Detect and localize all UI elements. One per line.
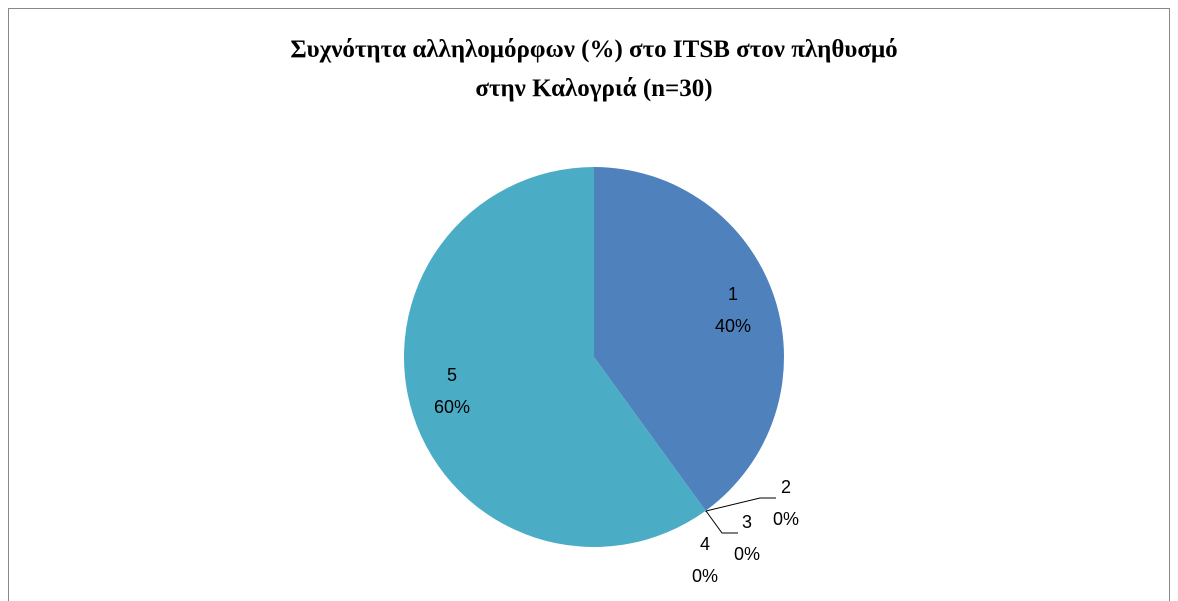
title-box: Συχνότητα αλληλομόρφων (%) στο ITSB στον… — [290, 36, 898, 102]
value-label: 0% — [692, 566, 718, 586]
value-label: 0% — [773, 509, 799, 529]
value-label: 0% — [734, 544, 760, 564]
pie-slice — [404, 167, 706, 547]
value-label: 40% — [715, 316, 751, 336]
leader-line — [705, 510, 738, 534]
slice-label: 4 — [700, 534, 710, 554]
slice-label: 1 — [728, 284, 738, 304]
value-label: 60% — [434, 397, 470, 417]
slice-label: 2 — [781, 477, 791, 497]
slice-label: 5 — [447, 365, 457, 385]
leader-line — [705, 497, 776, 512]
slice-label: 3 — [742, 512, 752, 532]
chart-title: Συχνότητα αλληλομόρφων (%) στο ITSB στον… — [290, 36, 898, 102]
pie-slice — [594, 167, 785, 511]
